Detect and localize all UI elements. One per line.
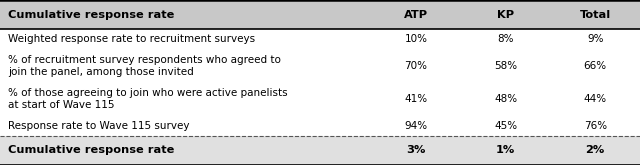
Text: 8%: 8% <box>497 34 514 44</box>
Text: 76%: 76% <box>584 121 607 131</box>
Text: KP: KP <box>497 10 514 19</box>
Text: 94%: 94% <box>404 121 428 131</box>
Text: 44%: 44% <box>584 94 607 104</box>
Text: ATP: ATP <box>404 10 428 19</box>
Text: Cumulative response rate: Cumulative response rate <box>8 10 174 19</box>
Text: % of those agreeing to join who were active panelists
at start of Wave 115: % of those agreeing to join who were act… <box>8 88 287 110</box>
Text: 41%: 41% <box>404 94 428 104</box>
Text: 70%: 70% <box>404 61 428 71</box>
Text: Total: Total <box>580 10 611 19</box>
Text: 48%: 48% <box>494 94 517 104</box>
Text: 10%: 10% <box>404 34 428 44</box>
Bar <box>0 0 640 29</box>
Text: 9%: 9% <box>587 34 604 44</box>
Bar <box>0 82 640 115</box>
Text: Response rate to Wave 115 survey: Response rate to Wave 115 survey <box>8 121 189 131</box>
Text: 58%: 58% <box>494 61 517 71</box>
Bar <box>0 50 640 82</box>
Text: Weighted response rate to recruitment surveys: Weighted response rate to recruitment su… <box>8 34 255 44</box>
Text: Cumulative response rate: Cumulative response rate <box>8 146 174 155</box>
Bar <box>0 136 640 165</box>
Bar <box>0 29 640 50</box>
Text: % of recruitment survey respondents who agreed to
join the panel, among those in: % of recruitment survey respondents who … <box>8 55 280 77</box>
Text: 45%: 45% <box>494 121 517 131</box>
Text: 66%: 66% <box>584 61 607 71</box>
Text: 1%: 1% <box>496 146 515 155</box>
Text: 3%: 3% <box>406 146 426 155</box>
Text: 2%: 2% <box>586 146 605 155</box>
Bar <box>0 115 640 136</box>
